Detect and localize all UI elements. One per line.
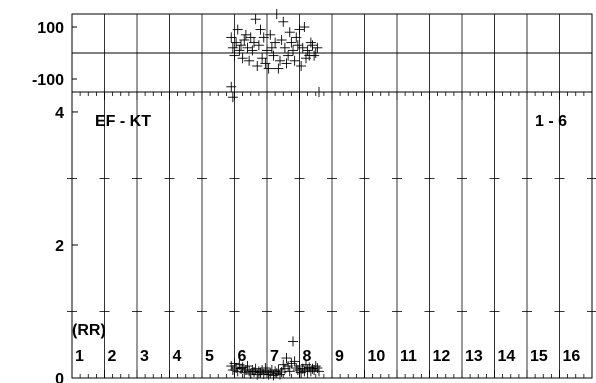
residual-point xyxy=(286,37,297,48)
residual-point xyxy=(291,32,302,43)
column-label: 10 xyxy=(368,348,386,365)
column-label: 9 xyxy=(335,348,344,365)
residual-point xyxy=(260,58,271,69)
column-label: 2 xyxy=(108,348,117,365)
residual-point xyxy=(297,42,308,53)
main-point xyxy=(275,369,285,380)
residual-point xyxy=(307,40,318,51)
main-y-tick-label: 4 xyxy=(55,105,64,122)
residual-point xyxy=(236,40,246,51)
residual-point xyxy=(305,37,316,48)
annotation-right: 1 - 6 xyxy=(535,113,567,130)
residual-y-tick-label: 100 xyxy=(37,20,64,37)
residual-point xyxy=(283,50,294,61)
residual-point xyxy=(244,55,255,66)
residual-point xyxy=(247,45,258,56)
main-point xyxy=(242,361,253,372)
column-label: 16 xyxy=(563,348,581,365)
residual-point xyxy=(281,58,292,69)
main-point xyxy=(314,366,324,377)
residual-point xyxy=(226,81,237,92)
residual-point xyxy=(237,53,248,64)
column-label: 1 xyxy=(75,348,84,365)
main-point xyxy=(229,358,240,369)
residual-y-tick-label: -100 xyxy=(32,72,64,89)
residual-point xyxy=(312,42,323,53)
residual-point xyxy=(275,55,285,66)
residual-point xyxy=(263,63,274,74)
main-point xyxy=(239,367,250,378)
main-point xyxy=(310,361,321,372)
main-point xyxy=(288,336,298,347)
column-label: 3 xyxy=(140,348,149,365)
column-label: 14 xyxy=(498,348,516,365)
residual-point xyxy=(257,53,268,64)
residual-point xyxy=(268,50,279,61)
main-point xyxy=(284,366,295,377)
residual-point xyxy=(234,45,245,56)
residual-point xyxy=(309,50,320,61)
residual-point xyxy=(231,37,242,48)
residual-point xyxy=(302,45,313,56)
column-label: 11 xyxy=(400,348,417,365)
residual-point xyxy=(227,92,238,103)
main-point xyxy=(289,356,300,367)
residual-point xyxy=(253,40,264,51)
residual-point xyxy=(294,24,305,35)
column-label: 8 xyxy=(303,348,312,365)
column-label: 5 xyxy=(205,348,214,365)
residual-point xyxy=(288,45,298,56)
residual-point xyxy=(296,61,307,71)
residual-point xyxy=(239,35,250,45)
residual-point xyxy=(258,32,269,43)
residual-point xyxy=(250,14,261,25)
residual-point xyxy=(276,35,287,45)
residual-point xyxy=(265,29,276,40)
residual-point xyxy=(249,37,259,48)
residual-point xyxy=(279,42,290,53)
residual-point xyxy=(229,50,240,61)
residual-point xyxy=(266,42,277,53)
column-label: 6 xyxy=(238,348,247,365)
residual-point xyxy=(242,42,253,53)
residual-point xyxy=(262,45,272,56)
column-label: 4 xyxy=(173,348,182,365)
residual-point xyxy=(240,29,251,40)
residual-point xyxy=(226,32,237,43)
column-label: 13 xyxy=(465,348,483,365)
column-label: 7 xyxy=(270,348,279,365)
residual-point xyxy=(255,24,266,35)
annotation-left: EF - KT xyxy=(95,113,151,130)
main-y-tick-label: 2 xyxy=(55,238,64,255)
annotation-rr: (RR) xyxy=(72,322,106,339)
residual-point xyxy=(289,55,300,66)
residual-point xyxy=(299,22,310,32)
residual-point xyxy=(310,48,321,58)
residual-point xyxy=(278,16,289,27)
residual-point xyxy=(292,40,303,51)
residual-point xyxy=(271,9,282,19)
residual-panel: 100 -100 xyxy=(32,9,593,103)
main-point xyxy=(281,353,292,364)
column-label: 15 xyxy=(530,348,548,365)
residual-point xyxy=(232,24,243,35)
residual-point xyxy=(252,61,263,71)
main-y-tick-label: 0 xyxy=(55,371,64,383)
residual-point xyxy=(284,27,295,38)
column-label: 12 xyxy=(433,348,451,365)
residual-point xyxy=(273,63,284,74)
main-point xyxy=(278,359,289,370)
residual-point xyxy=(227,42,238,53)
residual-point xyxy=(245,32,256,43)
residual-point xyxy=(270,37,281,48)
